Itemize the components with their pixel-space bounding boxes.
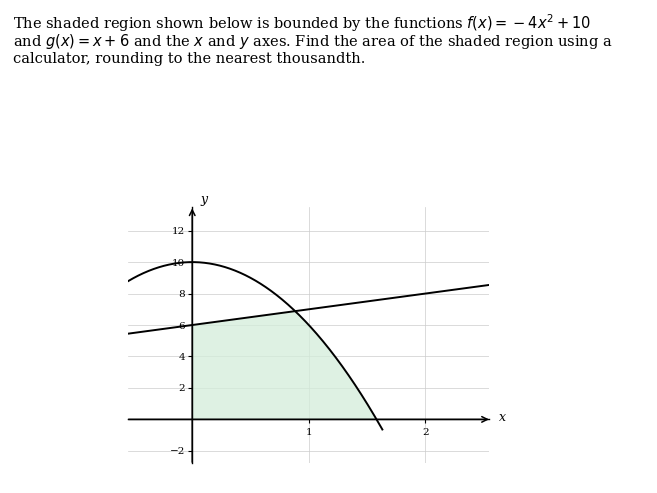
Text: y: y xyxy=(200,193,208,206)
Text: and $g(x) = x + 6$ and the $x$ and $y$ axes. Find the area of the shaded region : and $g(x) = x + 6$ and the $x$ and $y$ a… xyxy=(13,32,613,51)
Text: The shaded region shown below is bounded by the functions $f(x) = -4x^2 + 10$: The shaded region shown below is bounded… xyxy=(13,12,591,34)
Text: x: x xyxy=(499,411,506,423)
Polygon shape xyxy=(193,311,376,420)
Text: calculator, rounding to the nearest thousandth.: calculator, rounding to the nearest thou… xyxy=(13,52,365,66)
